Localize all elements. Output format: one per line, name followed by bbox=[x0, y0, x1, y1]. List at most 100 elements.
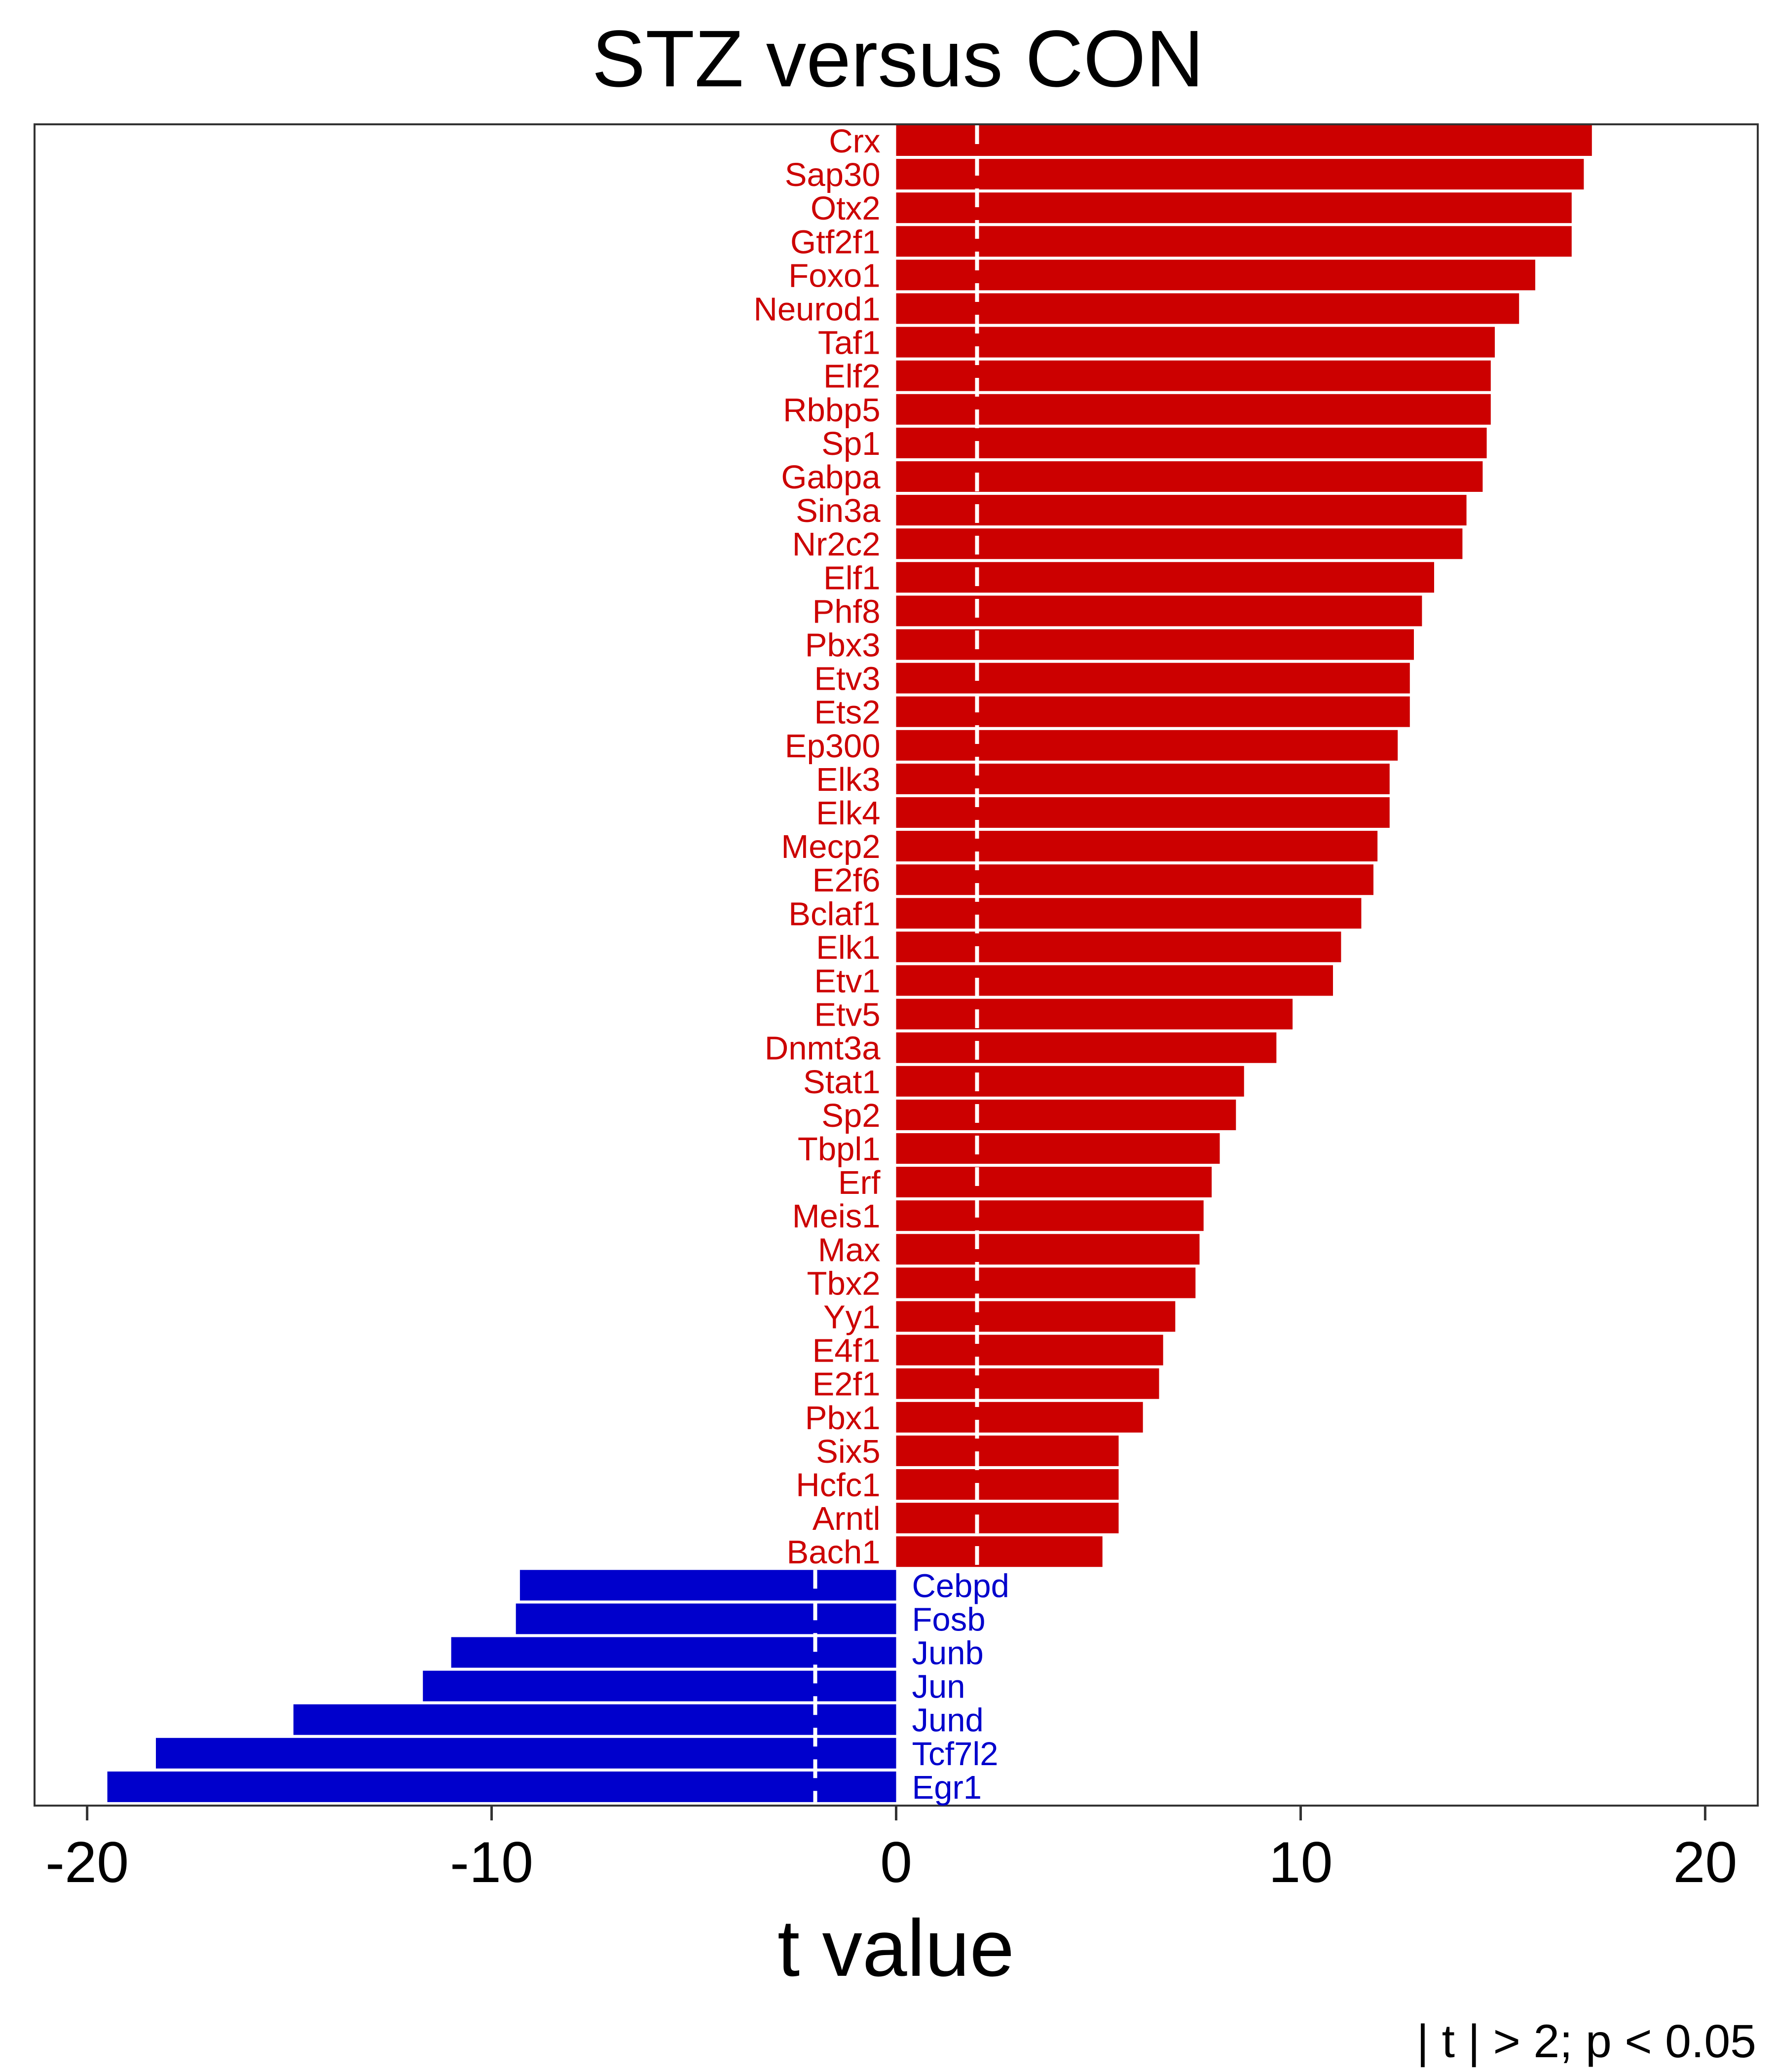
bar-label-yy1: Yy1 bbox=[823, 1299, 880, 1336]
x-axis-title: t value bbox=[777, 1903, 1014, 1993]
bar-label-fosb: Fosb bbox=[912, 1601, 986, 1638]
bar-six5 bbox=[896, 1435, 1119, 1466]
labels-layer: CrxSap30Otx2Gtf2f1Foxo1Neurod1Taf1Elf2Rb… bbox=[753, 123, 1009, 1806]
bar-tbx2 bbox=[896, 1267, 1196, 1298]
bar-label-taf1: Taf1 bbox=[818, 325, 881, 362]
bar-neurod1 bbox=[896, 293, 1519, 324]
bar-label-otx2: Otx2 bbox=[811, 190, 881, 227]
bar-label-jund: Jund bbox=[912, 1702, 984, 1739]
bar-label-erf: Erf bbox=[838, 1164, 881, 1201]
bar-label-tcf7l2: Tcf7l2 bbox=[912, 1736, 999, 1773]
x-tick-label-0: -20 bbox=[45, 1830, 129, 1894]
bar-label-pbx1: Pbx1 bbox=[805, 1400, 881, 1437]
bar-label-tbpl1: Tbpl1 bbox=[798, 1131, 881, 1168]
bar-ets2 bbox=[896, 696, 1410, 727]
bar-label-ets2: Ets2 bbox=[814, 694, 880, 731]
bar-erf bbox=[896, 1167, 1212, 1198]
bar-sp2 bbox=[896, 1099, 1236, 1130]
bar-label-rbbp5: Rbbp5 bbox=[783, 392, 880, 429]
bar-fosb bbox=[516, 1603, 896, 1634]
bar-label-sin3a: Sin3a bbox=[796, 492, 881, 529]
bar-etv1 bbox=[896, 965, 1333, 996]
x-tick-label-2: 0 bbox=[880, 1830, 912, 1894]
bar-label-etv3: Etv3 bbox=[814, 661, 880, 698]
caption: | t | > 2; p < 0.05 bbox=[1417, 2015, 1756, 2068]
bar-label-jun: Jun bbox=[912, 1668, 965, 1705]
bar-rbbp5 bbox=[896, 394, 1491, 425]
bar-junb bbox=[451, 1637, 896, 1668]
bar-sap30 bbox=[896, 159, 1584, 190]
bar-yy1 bbox=[896, 1301, 1176, 1332]
bar-e2f6 bbox=[896, 864, 1373, 895]
bar-label-hcfc1: Hcfc1 bbox=[796, 1467, 880, 1504]
bar-jund bbox=[293, 1704, 896, 1735]
bar-label-sp1: Sp1 bbox=[821, 425, 880, 462]
bar-taf1 bbox=[896, 327, 1495, 358]
bar-label-bclaf1: Bclaf1 bbox=[788, 895, 880, 932]
bar-otx2 bbox=[896, 192, 1572, 223]
bar-label-etv5: Etv5 bbox=[814, 997, 880, 1034]
bar-foxo1 bbox=[896, 259, 1535, 291]
x-tick-label-3: 10 bbox=[1268, 1830, 1332, 1894]
bar-label-stat1: Stat1 bbox=[803, 1064, 880, 1101]
bar-meis1 bbox=[896, 1200, 1204, 1231]
bar-label-elf1: Elf1 bbox=[823, 559, 880, 596]
bar-jun bbox=[423, 1670, 896, 1702]
bar-sp1 bbox=[896, 427, 1487, 458]
bar-label-elk3: Elk3 bbox=[816, 761, 880, 798]
bar-label-e2f6: E2f6 bbox=[813, 862, 881, 899]
bar-label-e2f1: E2f1 bbox=[813, 1366, 881, 1403]
bar-label-tbx2: Tbx2 bbox=[807, 1265, 881, 1302]
bar-label-elf2: Elf2 bbox=[823, 358, 880, 395]
bar-label-meis1: Meis1 bbox=[792, 1198, 881, 1235]
bar-label-max: Max bbox=[818, 1231, 881, 1268]
bar-etv3 bbox=[896, 663, 1410, 694]
bar-label-elk1: Elk1 bbox=[816, 929, 880, 966]
bar-cebpd bbox=[519, 1570, 896, 1601]
x-axis: -20 -10 0 10 20 bbox=[45, 1806, 1737, 1894]
bar-pbx3 bbox=[896, 629, 1414, 660]
bar-crx bbox=[896, 125, 1592, 156]
bar-pbx1 bbox=[896, 1402, 1143, 1433]
bar-label-cebpd: Cebpd bbox=[912, 1567, 1009, 1604]
threshold-layer bbox=[813, 125, 979, 1802]
bar-label-foxo1: Foxo1 bbox=[788, 257, 880, 294]
bar-elf2 bbox=[896, 360, 1491, 391]
bar-label-neurod1: Neurod1 bbox=[753, 291, 880, 328]
bar-label-elk4: Elk4 bbox=[816, 795, 880, 832]
bar-stat1 bbox=[896, 1066, 1244, 1097]
bar-label-nr2c2: Nr2c2 bbox=[792, 526, 881, 563]
bar-label-crx: Crx bbox=[829, 123, 880, 160]
bar-label-gabpa: Gabpa bbox=[781, 459, 881, 496]
bar-label-e4f1: E4f1 bbox=[813, 1332, 881, 1369]
bar-label-etv1: Etv1 bbox=[814, 963, 880, 1000]
bar-gtf2f1 bbox=[896, 226, 1572, 257]
bar-elk4 bbox=[896, 797, 1390, 828]
bar-ep300 bbox=[896, 730, 1398, 761]
bar-label-arntl: Arntl bbox=[813, 1500, 881, 1537]
bar-label-six5: Six5 bbox=[816, 1433, 880, 1470]
bar-egr1 bbox=[107, 1771, 896, 1802]
bar-label-ep300: Ep300 bbox=[785, 728, 881, 765]
bar-label-egr1: Egr1 bbox=[912, 1769, 982, 1806]
bar-tcf7l2 bbox=[156, 1738, 896, 1769]
bar-max bbox=[896, 1234, 1200, 1265]
bar-label-mecp2: Mecp2 bbox=[781, 828, 880, 865]
bar-e2f1 bbox=[896, 1368, 1159, 1399]
x-tick-label-4: 20 bbox=[1673, 1830, 1737, 1894]
bar-label-pbx3: Pbx3 bbox=[805, 627, 881, 664]
bar-e4f1 bbox=[896, 1334, 1163, 1366]
bar-hcfc1 bbox=[896, 1469, 1119, 1500]
bar-label-junb: Junb bbox=[912, 1635, 984, 1672]
bar-nr2c2 bbox=[896, 528, 1463, 559]
bars-layer bbox=[107, 125, 1592, 1802]
bar-arntl bbox=[896, 1503, 1119, 1534]
bar-elf1 bbox=[896, 562, 1434, 593]
bar-mecp2 bbox=[896, 831, 1378, 862]
bar-bach1 bbox=[896, 1536, 1103, 1567]
bar-elk3 bbox=[896, 763, 1390, 794]
bar-label-gtf2f1: Gtf2f1 bbox=[790, 223, 880, 260]
bar-gabpa bbox=[896, 461, 1483, 492]
bar-label-phf8: Phf8 bbox=[813, 593, 881, 630]
